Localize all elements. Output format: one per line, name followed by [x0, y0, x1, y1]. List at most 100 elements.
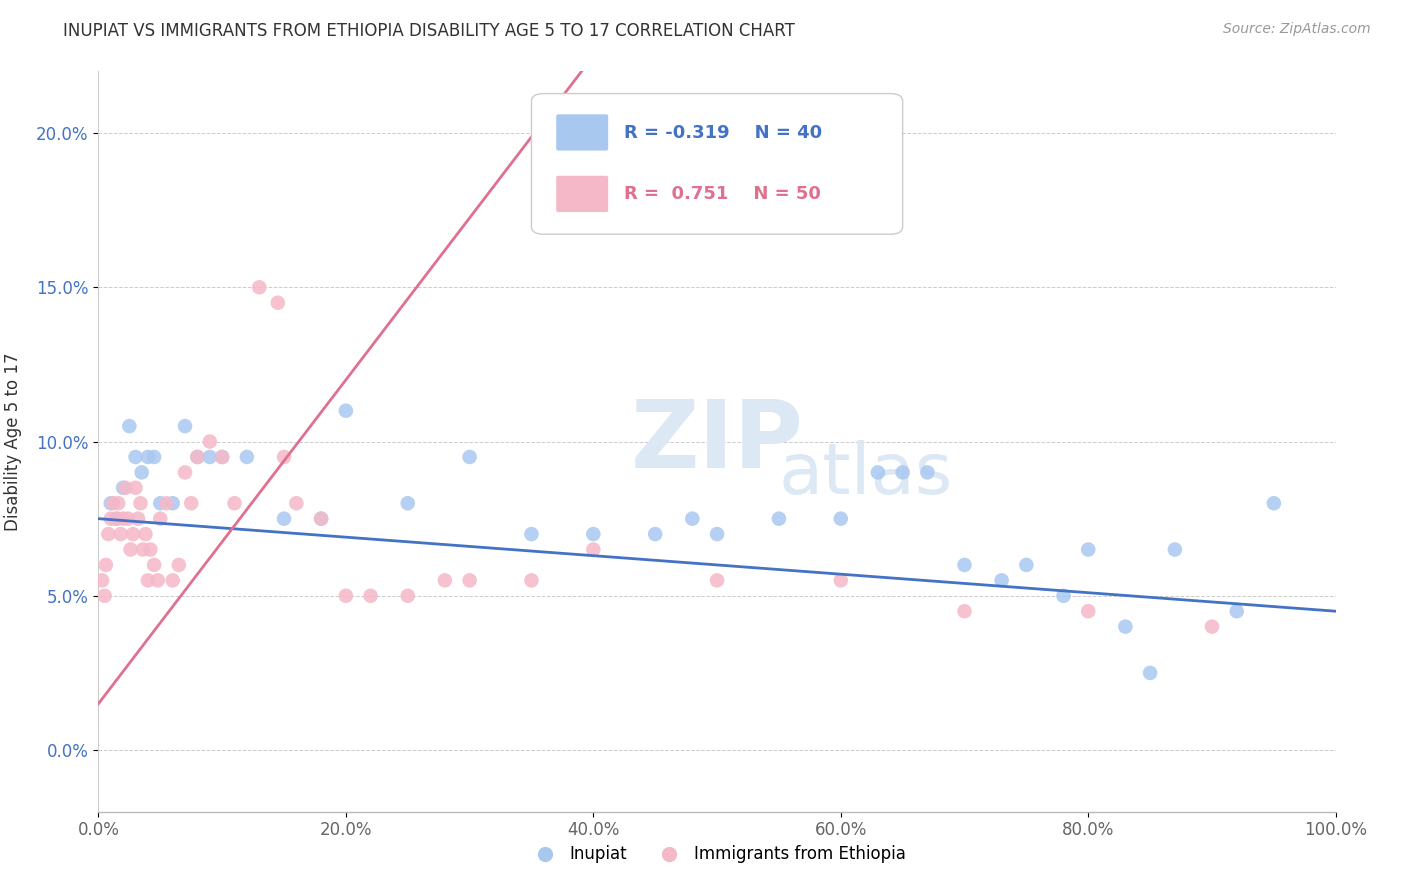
Point: [198, 450, 221, 464]
Text: R =  0.751    N = 50: R = 0.751 N = 50: [624, 186, 821, 203]
Point: [1201, 620, 1223, 634]
Point: [174, 419, 197, 434]
Point: [681, 511, 703, 525]
Point: [149, 511, 172, 525]
Point: [1263, 496, 1285, 510]
Point: [644, 527, 666, 541]
Point: [124, 481, 146, 495]
Point: [520, 574, 543, 588]
Point: [186, 450, 208, 464]
Point: [93, 589, 115, 603]
Point: [706, 527, 728, 541]
Point: [124, 450, 146, 464]
Point: [211, 450, 233, 464]
Point: [162, 574, 184, 588]
Point: [953, 604, 976, 618]
Point: [129, 496, 152, 510]
Point: [433, 574, 456, 588]
Point: [1077, 542, 1099, 557]
Point: [1015, 558, 1038, 572]
Point: [396, 589, 419, 603]
Point: [136, 450, 159, 464]
Point: [143, 558, 166, 572]
Point: [458, 574, 481, 588]
Point: [127, 511, 149, 525]
Point: [139, 542, 162, 557]
Text: R = -0.319    N = 40: R = -0.319 N = 40: [624, 124, 823, 142]
Point: [211, 450, 233, 464]
Point: [990, 574, 1012, 588]
Point: [1164, 542, 1187, 557]
Point: [335, 403, 357, 417]
Point: [830, 511, 852, 525]
Point: [132, 542, 155, 557]
Point: [917, 466, 939, 480]
Point: [458, 450, 481, 464]
Point: [582, 527, 605, 541]
Text: Source: ZipAtlas.com: Source: ZipAtlas.com: [1223, 22, 1371, 37]
Point: [180, 496, 202, 510]
Point: [107, 496, 129, 510]
Point: [768, 511, 790, 525]
Point: [146, 574, 169, 588]
Point: [117, 511, 139, 525]
Point: [114, 481, 136, 495]
Point: [94, 558, 117, 572]
Text: ZIP: ZIP: [631, 395, 803, 488]
Point: [104, 511, 127, 525]
Point: [174, 466, 197, 480]
Point: [118, 419, 141, 434]
Point: [120, 542, 142, 557]
Point: [285, 496, 308, 510]
Point: [1077, 604, 1099, 618]
Point: [309, 511, 332, 525]
Point: [155, 496, 177, 510]
Y-axis label: Disability Age 5 to 17: Disability Age 5 to 17: [4, 352, 22, 531]
Point: [830, 574, 852, 588]
Point: [706, 574, 728, 588]
Point: [149, 496, 172, 510]
Point: [112, 481, 135, 495]
Point: [105, 511, 128, 525]
Point: [100, 511, 122, 525]
Point: [267, 295, 290, 310]
Point: [186, 450, 208, 464]
Point: [100, 496, 122, 510]
Legend: Inupiat, Immigrants from Ethiopia: Inupiat, Immigrants from Ethiopia: [522, 838, 912, 870]
Point: [360, 589, 382, 603]
Point: [273, 450, 295, 464]
Point: [1139, 665, 1161, 680]
Point: [953, 558, 976, 572]
Point: [1114, 620, 1136, 634]
Point: [891, 466, 914, 480]
Point: [112, 511, 135, 525]
Point: [520, 527, 543, 541]
Point: [335, 589, 357, 603]
Point: [1052, 589, 1074, 603]
Point: [122, 527, 145, 541]
Point: [97, 527, 120, 541]
Point: [236, 450, 259, 464]
Text: INUPIAT VS IMMIGRANTS FROM ETHIOPIA DISABILITY AGE 5 TO 17 CORRELATION CHART: INUPIAT VS IMMIGRANTS FROM ETHIOPIA DISA…: [63, 22, 796, 40]
FancyBboxPatch shape: [557, 114, 609, 151]
Point: [582, 542, 605, 557]
Point: [91, 574, 114, 588]
Point: [396, 496, 419, 510]
Point: [143, 450, 166, 464]
Point: [134, 527, 156, 541]
Point: [136, 574, 159, 588]
Point: [273, 511, 295, 525]
Point: [247, 280, 270, 294]
Point: [131, 466, 153, 480]
Point: [866, 466, 889, 480]
Point: [110, 527, 132, 541]
FancyBboxPatch shape: [557, 176, 609, 212]
Point: [167, 558, 190, 572]
Point: [1226, 604, 1249, 618]
Point: [162, 496, 184, 510]
Point: [103, 496, 125, 510]
FancyBboxPatch shape: [531, 94, 903, 235]
Point: [224, 496, 246, 510]
Point: [198, 434, 221, 449]
Text: atlas: atlas: [779, 441, 953, 509]
